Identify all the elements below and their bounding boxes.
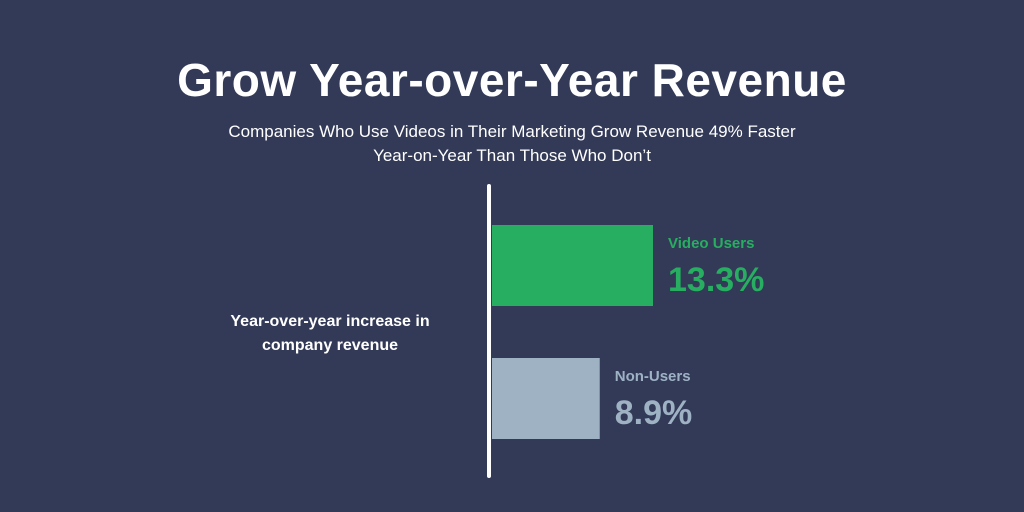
chart-subtitle: Companies Who Use Videos in Their Market… [0,120,1024,168]
value-label-video-users: 13.3% [668,261,764,299]
y-axis-label: Year-over-year increase in company reven… [200,310,460,358]
chart-title: Grow Year-over-Year Revenue [177,54,847,106]
bar-non-users [492,358,600,439]
category-label-video-users: Video Users [668,235,754,252]
bar-video-users [492,225,653,306]
subtitle-line-2: Year-on-Year Than Those Who Don’t [373,146,651,165]
y-axis-label-line-2: company revenue [261,337,399,354]
subtitle-line-1: Companies Who Use Videos in Their Market… [228,122,796,141]
y-axis-label-line-1: Year-over-year increase in [230,313,430,330]
value-label-non-users: 8.9% [615,394,693,432]
category-label-non-users: Non-Users [615,368,691,385]
